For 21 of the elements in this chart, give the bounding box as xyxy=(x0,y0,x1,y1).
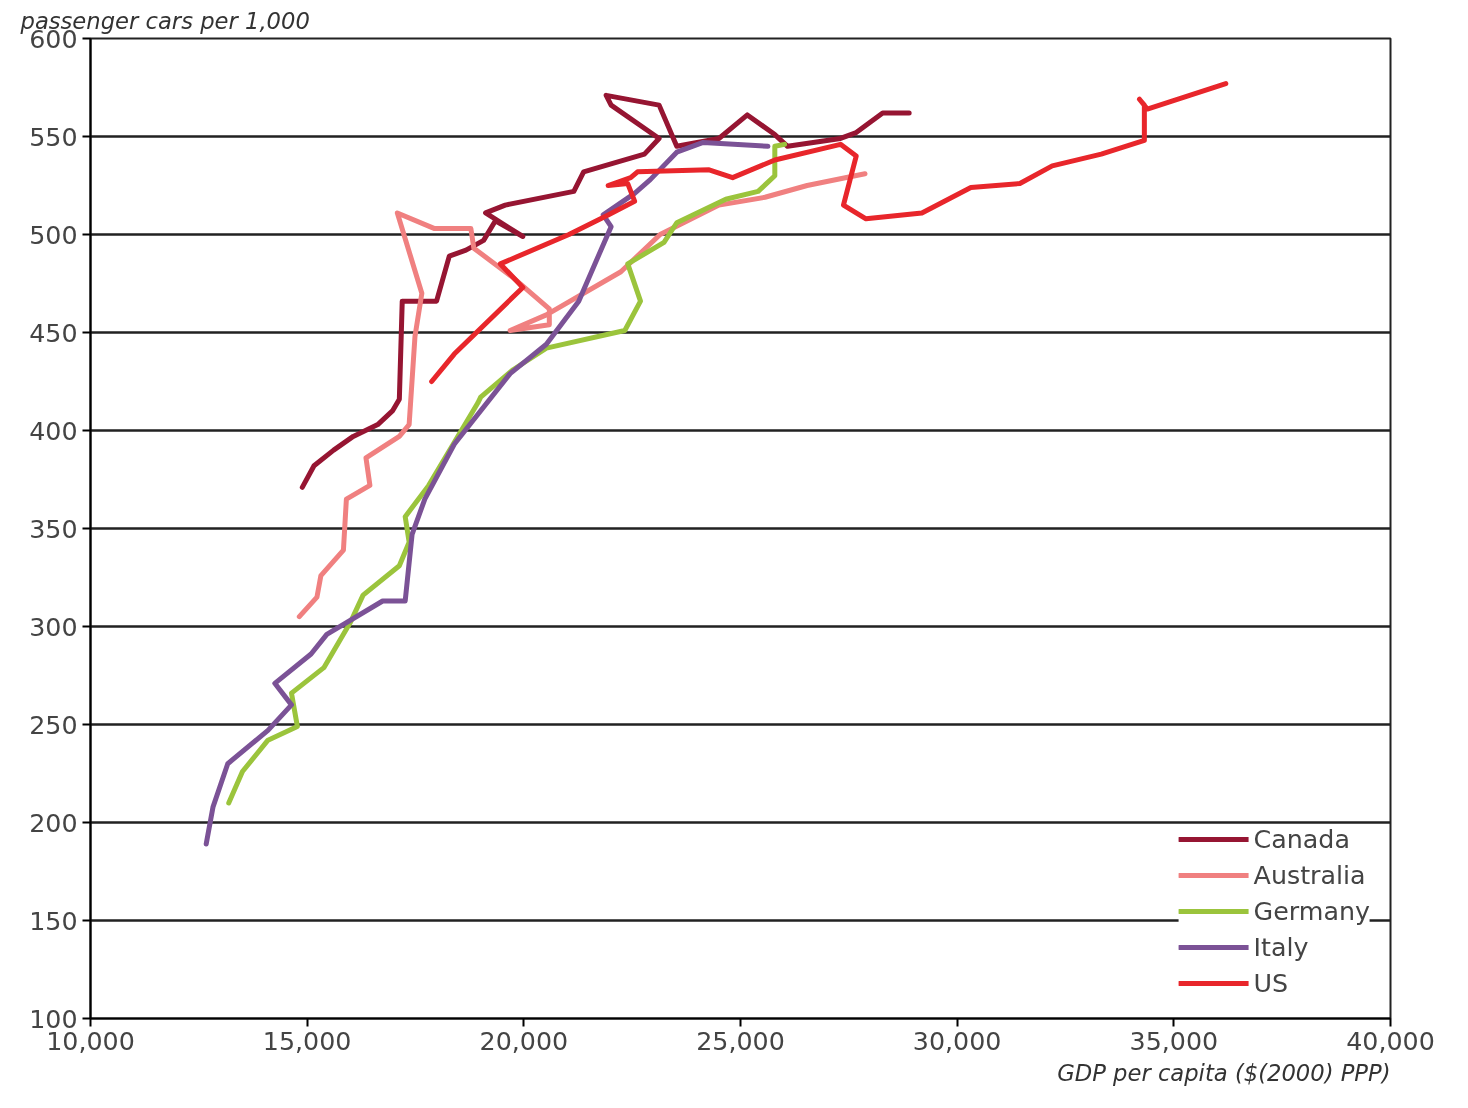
x-tick-label: 30,000 xyxy=(912,1025,1002,1056)
y-tick-label: 200 xyxy=(29,807,78,838)
y-tick-label: 500 xyxy=(29,219,78,250)
legend-label: Italy xyxy=(1253,932,1309,962)
x-tick-label: 15,000 xyxy=(262,1025,352,1056)
legend-label: US xyxy=(1253,968,1289,998)
y-tick-label: 250 xyxy=(29,709,78,740)
x-tick-label: 35,000 xyxy=(1129,1025,1219,1056)
y-tick-label: 300 xyxy=(29,611,78,642)
x-tick-label: 40,000 xyxy=(1346,1025,1435,1056)
legend-label: Germany xyxy=(1253,896,1370,926)
y-tick-label: 550 xyxy=(29,121,78,152)
y-tick-label: 450 xyxy=(29,317,78,348)
legend-label: Australia xyxy=(1253,860,1366,890)
y-tick-label: 150 xyxy=(29,905,78,936)
legend-label: Canada xyxy=(1253,824,1350,854)
x-tick-label: 25,000 xyxy=(696,1025,785,1056)
y-tick-label: 350 xyxy=(29,513,78,544)
x-tick-label: 20,000 xyxy=(479,1025,569,1056)
x-axis-title: GDP per capita ($(2000) PPP) xyxy=(1057,1059,1391,1086)
y-tick-label: 400 xyxy=(29,415,78,446)
